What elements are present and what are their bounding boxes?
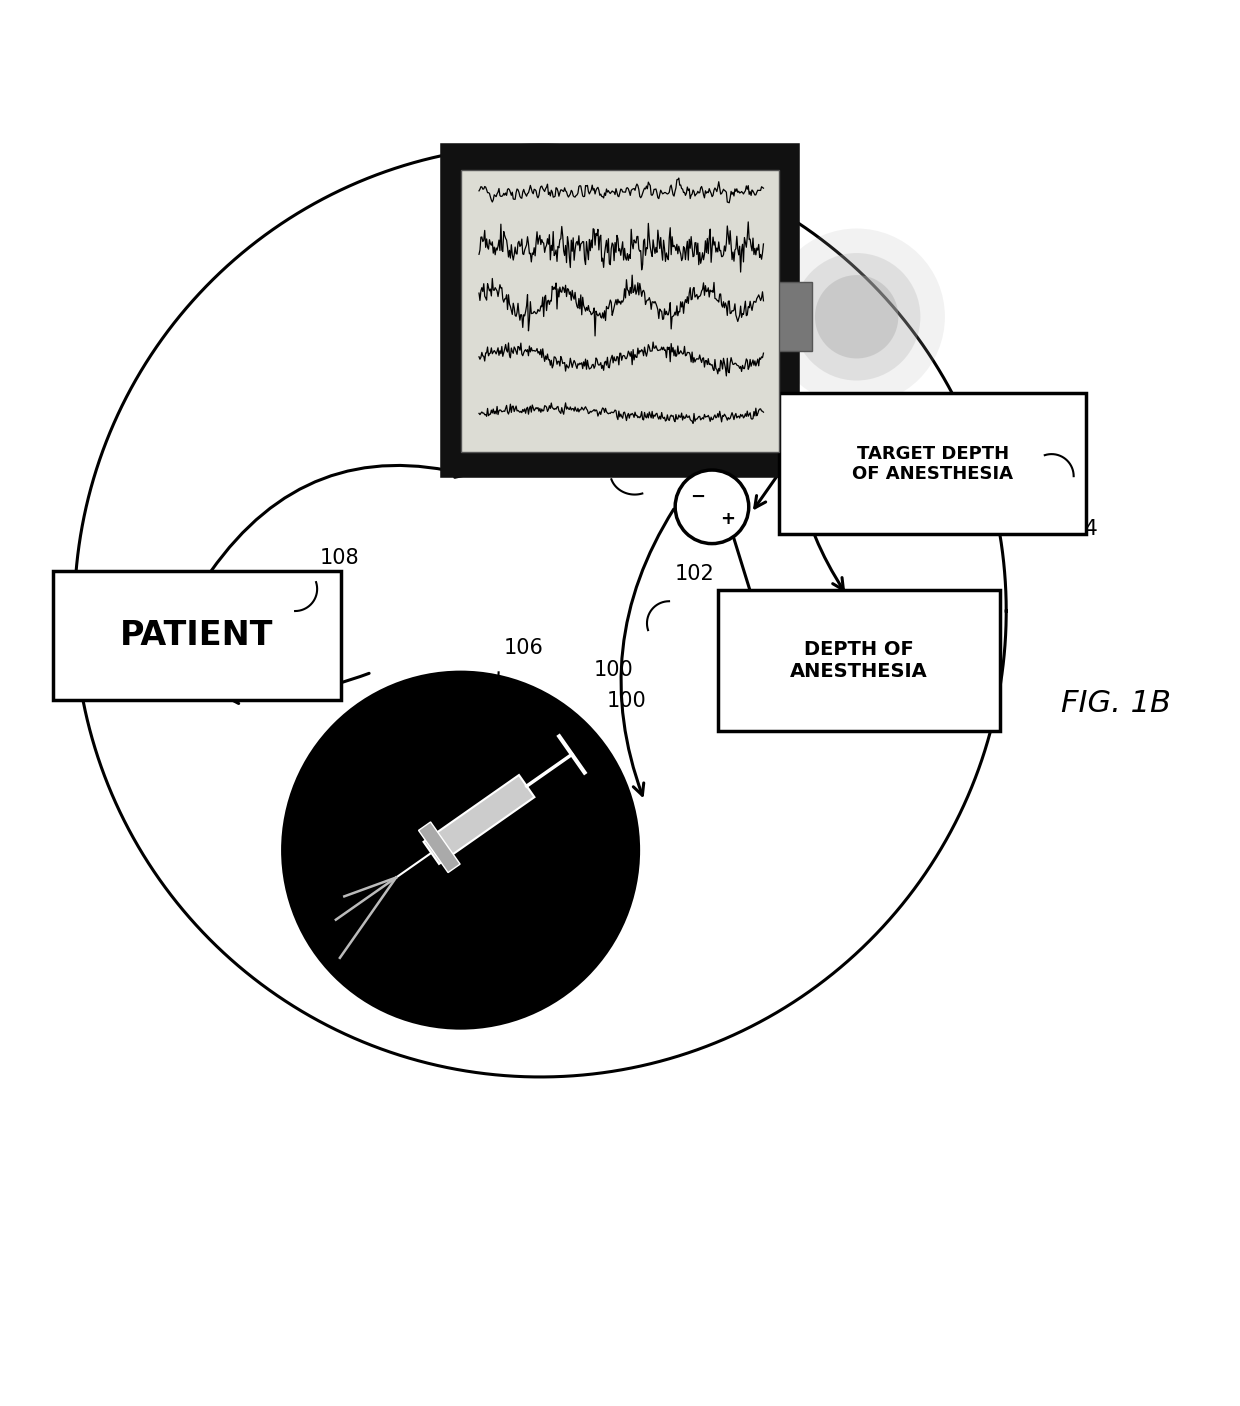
Text: +: +: [720, 510, 735, 529]
Circle shape: [769, 229, 945, 405]
Circle shape: [815, 276, 898, 359]
Text: DEPTH OF
ANESTHESIA: DEPTH OF ANESTHESIA: [790, 640, 928, 681]
Text: 106: 106: [503, 638, 543, 658]
FancyBboxPatch shape: [460, 170, 780, 451]
Text: 104: 104: [1059, 519, 1099, 538]
Text: 102: 102: [675, 564, 715, 585]
FancyBboxPatch shape: [780, 394, 1086, 534]
Text: FIG. 1B: FIG. 1B: [1061, 689, 1172, 717]
Text: 108: 108: [320, 548, 360, 568]
Polygon shape: [424, 775, 534, 863]
Circle shape: [675, 470, 749, 544]
Polygon shape: [419, 823, 460, 873]
Text: 100: 100: [594, 659, 634, 681]
Text: PATIENT: PATIENT: [120, 619, 274, 652]
Text: TARGET DEPTH
OF ANESTHESIA: TARGET DEPTH OF ANESTHESIA: [852, 444, 1013, 484]
FancyBboxPatch shape: [779, 283, 812, 352]
FancyBboxPatch shape: [444, 146, 796, 475]
Circle shape: [283, 672, 639, 1028]
Text: −: −: [689, 488, 704, 506]
FancyBboxPatch shape: [53, 571, 341, 700]
Text: 100: 100: [606, 690, 646, 711]
FancyBboxPatch shape: [718, 589, 1001, 731]
Circle shape: [792, 253, 920, 381]
